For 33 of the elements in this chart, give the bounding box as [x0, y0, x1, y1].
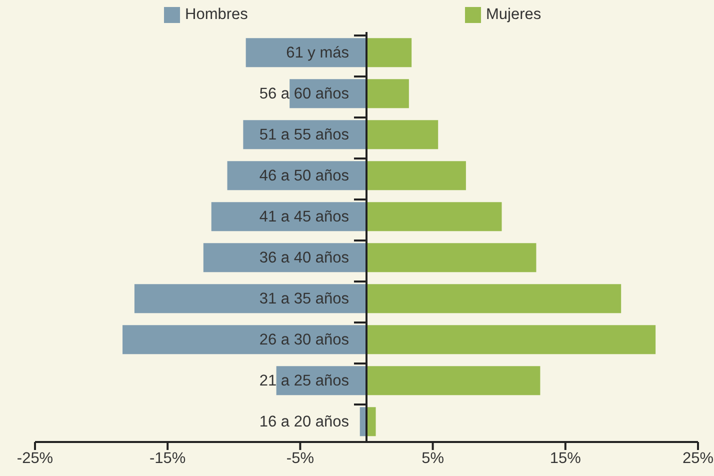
- bar: [366, 79, 409, 108]
- bar: [366, 243, 536, 272]
- bar: [246, 38, 366, 68]
- x-tick-label: -15%: [150, 450, 186, 468]
- x-tick-label: -25%: [16, 450, 54, 468]
- y-tick-label: 36 a 40 años: [259, 250, 350, 266]
- bar: [366, 161, 466, 190]
- bar: [366, 366, 540, 396]
- legend-label: Mujeres: [485, 6, 542, 24]
- x-tick-label: -5%: [286, 450, 314, 468]
- y-tick-label: 16 a 20 años: [259, 414, 350, 430]
- bar: [366, 325, 656, 354]
- bar: [366, 38, 412, 68]
- bar: [366, 284, 622, 314]
- x-tick-label: 25%: [682, 450, 714, 468]
- bar: [366, 202, 502, 232]
- x-tick-label: 5%: [422, 450, 444, 468]
- y-tick-label: 56 a 60 años: [259, 86, 350, 102]
- x-tick-label: 15%: [550, 450, 582, 468]
- y-tick-label: 61 y más: [286, 44, 350, 62]
- bar: [211, 202, 366, 232]
- y-tick-label: 46 a 50 años: [259, 168, 350, 184]
- y-tick-label: 21 a 25 años: [259, 372, 350, 390]
- bar: [134, 284, 366, 314]
- bar: [122, 325, 366, 354]
- legend-label: Hombres: [184, 6, 248, 24]
- y-tick-label: 51 a 55 años: [259, 126, 350, 144]
- y-tick-label: 31 a 35 años: [259, 290, 350, 308]
- y-tick-label: 26 a 30 años: [259, 332, 350, 348]
- bar: [366, 407, 376, 436]
- bar: [366, 120, 438, 150]
- y-tick-label: 41 a 45 años: [259, 208, 350, 226]
- bar: [203, 243, 366, 272]
